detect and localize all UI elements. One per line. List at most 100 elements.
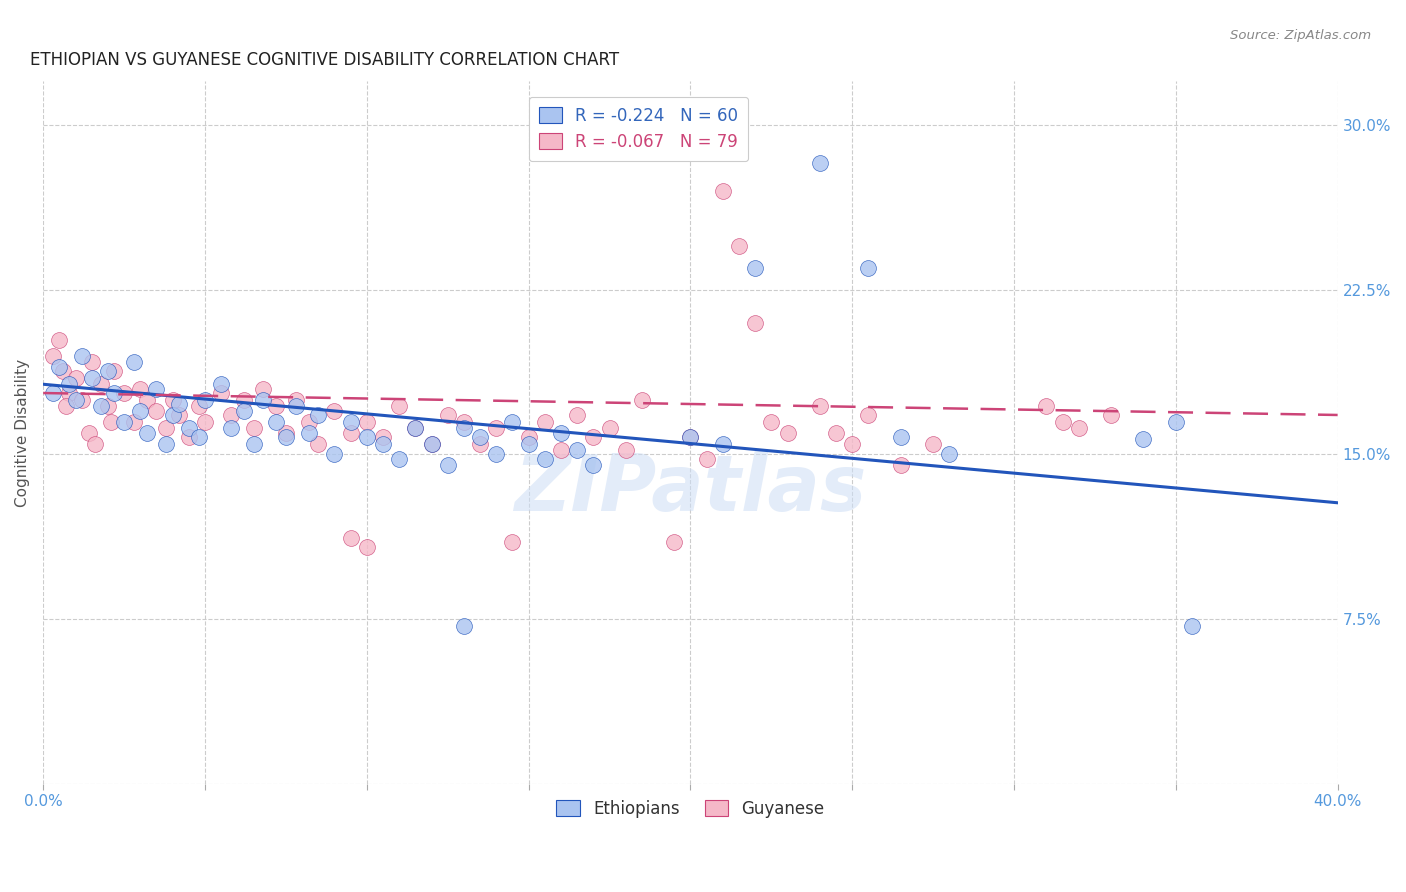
Point <box>48 359 70 374</box>
Point <box>70 392 93 407</box>
Point <box>219 421 242 435</box>
Point <box>187 430 209 444</box>
Point <box>242 436 264 450</box>
Point <box>252 382 274 396</box>
Point <box>232 392 254 407</box>
Point <box>90 399 112 413</box>
Point <box>100 415 122 429</box>
Point <box>52 364 75 378</box>
Point <box>841 436 863 450</box>
Text: ETHIOPIAN VS GUYANESE COGNITIVE DISABILITY CORRELATION CHART: ETHIOPIAN VS GUYANESE COGNITIVE DISABILI… <box>31 51 620 69</box>
Point <box>582 458 605 473</box>
Point <box>135 392 157 407</box>
Point <box>501 415 523 429</box>
Point <box>453 415 475 429</box>
Point <box>84 436 107 450</box>
Point <box>1181 618 1204 632</box>
Point <box>209 377 232 392</box>
Point <box>664 535 686 549</box>
Point <box>550 443 572 458</box>
Point <box>194 392 217 407</box>
Point <box>599 421 621 435</box>
Point <box>122 355 145 369</box>
Point <box>1099 408 1122 422</box>
Point <box>356 430 378 444</box>
Point <box>103 364 125 378</box>
Point <box>744 316 766 330</box>
Point <box>177 430 200 444</box>
Point <box>42 386 65 401</box>
Point <box>582 430 605 444</box>
Point <box>80 370 103 384</box>
Point <box>453 421 475 435</box>
Point <box>404 421 426 435</box>
Point <box>70 349 93 363</box>
Point <box>167 397 190 411</box>
Point <box>135 425 157 440</box>
Point <box>284 399 307 413</box>
Point <box>388 399 411 413</box>
Point <box>65 392 87 407</box>
Point <box>744 260 766 275</box>
Point <box>533 451 555 466</box>
Point <box>761 415 783 429</box>
Point <box>97 399 120 413</box>
Point <box>112 415 135 429</box>
Point <box>307 408 329 422</box>
Point <box>808 399 831 413</box>
Point <box>339 531 361 545</box>
Point <box>371 436 394 450</box>
Point <box>242 421 264 435</box>
Point <box>112 386 135 401</box>
Point <box>858 408 880 422</box>
Point <box>274 425 297 440</box>
Point <box>122 415 145 429</box>
Legend: Ethiopians, Guyanese: Ethiopians, Guyanese <box>550 793 831 824</box>
Point <box>48 334 70 348</box>
Point <box>1052 415 1074 429</box>
Point <box>420 436 443 450</box>
Point <box>696 451 718 466</box>
Point <box>155 421 177 435</box>
Point <box>631 392 654 407</box>
Point <box>485 421 508 435</box>
Point <box>711 436 734 450</box>
Point <box>550 425 572 440</box>
Point <box>356 540 378 554</box>
Point <box>404 421 426 435</box>
Point <box>307 436 329 450</box>
Point <box>436 458 458 473</box>
Point <box>155 436 177 450</box>
Point <box>533 415 555 429</box>
Point <box>485 448 508 462</box>
Point <box>90 377 112 392</box>
Point <box>1132 432 1154 446</box>
Point <box>145 403 167 417</box>
Point <box>890 458 912 473</box>
Point <box>825 425 848 440</box>
Point <box>232 403 254 417</box>
Point <box>501 535 523 549</box>
Point <box>55 399 77 413</box>
Point <box>420 436 443 450</box>
Point <box>323 448 346 462</box>
Point <box>58 377 80 392</box>
Point <box>274 430 297 444</box>
Point <box>468 430 491 444</box>
Point <box>264 399 287 413</box>
Point <box>1035 399 1057 413</box>
Point <box>145 382 167 396</box>
Point <box>922 436 945 450</box>
Point <box>209 386 232 401</box>
Text: ZIPatlas: ZIPatlas <box>515 450 866 527</box>
Point <box>252 392 274 407</box>
Point <box>264 415 287 429</box>
Point <box>453 618 475 632</box>
Point <box>323 403 346 417</box>
Point <box>938 448 960 462</box>
Point <box>808 155 831 169</box>
Point <box>388 451 411 466</box>
Point <box>77 425 100 440</box>
Point <box>194 415 217 429</box>
Point <box>679 430 702 444</box>
